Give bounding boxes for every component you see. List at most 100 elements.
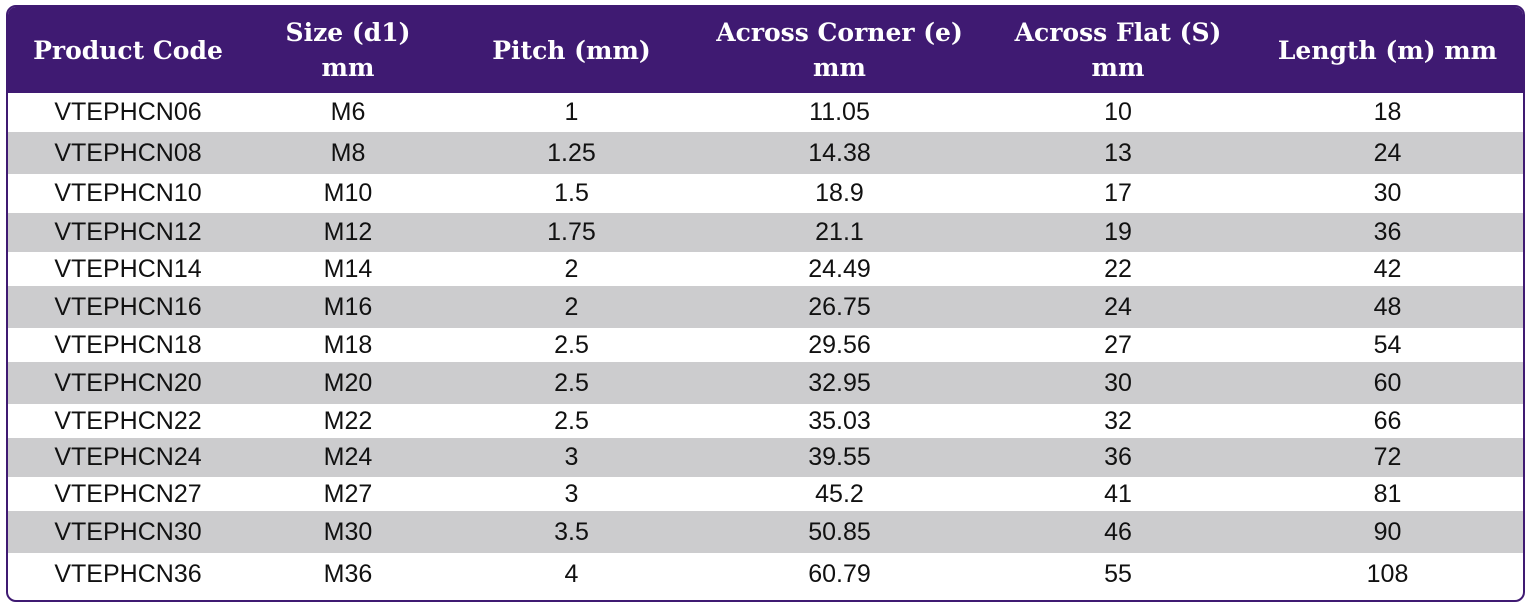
table-row: VTEPHCN10 M10 1.5 18.9 17 30 bbox=[8, 174, 1523, 213]
cell-across-corner: 29.56 bbox=[808, 330, 871, 359]
cell-across-flat: 30 bbox=[1104, 368, 1132, 397]
cell-length: 66 bbox=[1373, 406, 1402, 435]
cell-across-corner: 24.49 bbox=[808, 254, 871, 283]
cell-product-code: VTEPHCN14 bbox=[54, 254, 202, 283]
table-row: VTEPHCN16 M16 2 26.75 24 48 bbox=[8, 286, 1523, 328]
cell-size: M10 bbox=[323, 179, 373, 207]
table-body: VTEPHCN06 M6 1 11.05 10 18 VTEPHCN08 M8 … bbox=[8, 93, 1523, 595]
cell-size: M6 bbox=[330, 98, 366, 126]
cell-pitch: 1 bbox=[564, 98, 579, 126]
cell-across-corner: 32.95 bbox=[808, 368, 871, 397]
cell-across-flat: 36 bbox=[1104, 443, 1132, 471]
cell-pitch: 2.5 bbox=[554, 406, 589, 435]
cell-across-flat: 22 bbox=[1104, 254, 1132, 283]
header-product-code: Product Code bbox=[33, 35, 223, 65]
cell-across-corner: 35.03 bbox=[808, 406, 871, 435]
table-row: VTEPHCN12 M12 1.75 21.1 19 36 bbox=[8, 213, 1523, 252]
cell-length: 48 bbox=[1373, 292, 1402, 321]
cell-pitch: 2 bbox=[564, 292, 579, 321]
cell-length: 81 bbox=[1373, 479, 1402, 508]
cell-pitch: 3 bbox=[564, 479, 579, 508]
cell-length: 36 bbox=[1373, 218, 1402, 246]
cell-across-flat: 17 bbox=[1104, 179, 1132, 207]
cell-product-code: VTEPHCN36 bbox=[54, 559, 202, 588]
cell-across-flat: 13 bbox=[1104, 138, 1132, 167]
cell-across-flat: 19 bbox=[1104, 218, 1132, 246]
cell-across-flat: 55 bbox=[1104, 559, 1132, 588]
table-row: VTEPHCN18 M18 2.5 29.56 27 54 bbox=[8, 328, 1523, 362]
cell-product-code: VTEPHCN22 bbox=[54, 406, 202, 435]
cell-product-code: VTEPHCN12 bbox=[54, 218, 202, 246]
cell-across-flat: 24 bbox=[1104, 292, 1132, 321]
cell-across-corner: 26.75 bbox=[808, 292, 871, 321]
cell-length: 54 bbox=[1373, 330, 1402, 359]
table-row: VTEPHCN08 M8 1.25 14.38 13 24 bbox=[8, 132, 1523, 174]
cell-size: M8 bbox=[330, 138, 366, 167]
cell-across-flat: 27 bbox=[1104, 330, 1132, 359]
cell-size: M16 bbox=[323, 292, 373, 321]
cell-pitch: 1.25 bbox=[547, 138, 596, 167]
cell-across-corner: 50.85 bbox=[808, 517, 871, 546]
cell-pitch: 1.5 bbox=[554, 179, 589, 207]
cell-length: 30 bbox=[1373, 179, 1402, 207]
cell-size: M27 bbox=[323, 479, 373, 508]
cell-product-code: VTEPHCN20 bbox=[54, 368, 202, 397]
cell-length: 90 bbox=[1373, 517, 1402, 546]
cell-size: M36 bbox=[323, 559, 373, 588]
header-size: Size (d1) mm bbox=[285, 18, 411, 82]
cell-product-code: VTEPHCN06 bbox=[54, 98, 202, 126]
cell-product-code: VTEPHCN27 bbox=[54, 479, 202, 508]
cell-pitch: 3.5 bbox=[554, 517, 589, 546]
table-row: VTEPHCN30 M30 3.5 50.85 46 90 bbox=[8, 511, 1523, 553]
cell-length: 42 bbox=[1373, 254, 1402, 283]
table-row: VTEPHCN24 M24 3 39.55 36 72 bbox=[8, 438, 1523, 477]
cell-size: M22 bbox=[323, 406, 373, 435]
cell-length: 24 bbox=[1373, 138, 1402, 167]
table-header-row: Product Code Size (d1) mm Pitch (mm) Acr… bbox=[8, 7, 1523, 93]
cell-length: 18 bbox=[1373, 98, 1402, 126]
header-pitch: Pitch (mm) bbox=[492, 35, 651, 65]
table-row: VTEPHCN14 M14 2 24.49 22 42 bbox=[8, 252, 1523, 286]
cell-pitch: 2.5 bbox=[554, 330, 589, 359]
cell-size: M12 bbox=[323, 218, 373, 246]
cell-product-code: VTEPHCN08 bbox=[54, 138, 202, 167]
table-row: VTEPHCN27 M27 3 45.2 41 81 bbox=[8, 477, 1523, 511]
cell-across-flat: 10 bbox=[1104, 98, 1132, 126]
cell-product-code: VTEPHCN24 bbox=[54, 443, 202, 471]
cell-size: M20 bbox=[323, 368, 373, 397]
cell-pitch: 1.75 bbox=[547, 218, 596, 246]
table-row: VTEPHCN36 M36 4 60.79 55 108 bbox=[8, 553, 1523, 595]
cell-product-code: VTEPHCN16 bbox=[54, 292, 202, 321]
cell-pitch: 2.5 bbox=[554, 368, 589, 397]
cell-size: M14 bbox=[323, 254, 373, 283]
cell-across-flat: 41 bbox=[1104, 479, 1132, 508]
cell-product-code: VTEPHCN10 bbox=[54, 179, 202, 207]
cell-pitch: 3 bbox=[564, 443, 579, 471]
cell-product-code: VTEPHCN18 bbox=[54, 330, 202, 359]
cell-across-flat: 46 bbox=[1104, 517, 1132, 546]
header-across-flat: Across Flat (S) mm bbox=[1014, 18, 1222, 82]
cell-across-corner: 11.05 bbox=[809, 98, 870, 126]
table-row: VTEPHCN20 M20 2.5 32.95 30 60 bbox=[8, 362, 1523, 404]
cell-across-corner: 14.38 bbox=[808, 138, 871, 167]
cell-across-flat: 32 bbox=[1104, 406, 1132, 435]
header-across-corner: Across Corner (e) mm bbox=[716, 18, 963, 82]
cell-size: M18 bbox=[323, 330, 373, 359]
cell-length: 60 bbox=[1373, 368, 1402, 397]
table-row: VTEPHCN06 M6 1 11.05 10 18 bbox=[8, 93, 1523, 132]
cell-length: 108 bbox=[1366, 559, 1409, 588]
cell-length: 72 bbox=[1373, 443, 1402, 471]
cell-product-code: VTEPHCN30 bbox=[54, 517, 202, 546]
cell-across-corner: 18.9 bbox=[815, 179, 864, 207]
product-table: Product Code Size (d1) mm Pitch (mm) Acr… bbox=[6, 5, 1525, 602]
cell-across-corner: 21.1 bbox=[815, 218, 864, 246]
cell-pitch: 2 bbox=[564, 254, 579, 283]
cell-across-corner: 39.55 bbox=[808, 443, 871, 471]
header-length: Length (m) mm bbox=[1277, 35, 1498, 65]
cell-across-corner: 60.79 bbox=[808, 559, 871, 588]
cell-pitch: 4 bbox=[564, 559, 579, 588]
cell-size: M30 bbox=[323, 517, 373, 546]
cell-across-corner: 45.2 bbox=[815, 479, 864, 508]
cell-size: M24 bbox=[323, 443, 373, 471]
table-row: VTEPHCN22 M22 2.5 35.03 32 66 bbox=[8, 404, 1523, 438]
